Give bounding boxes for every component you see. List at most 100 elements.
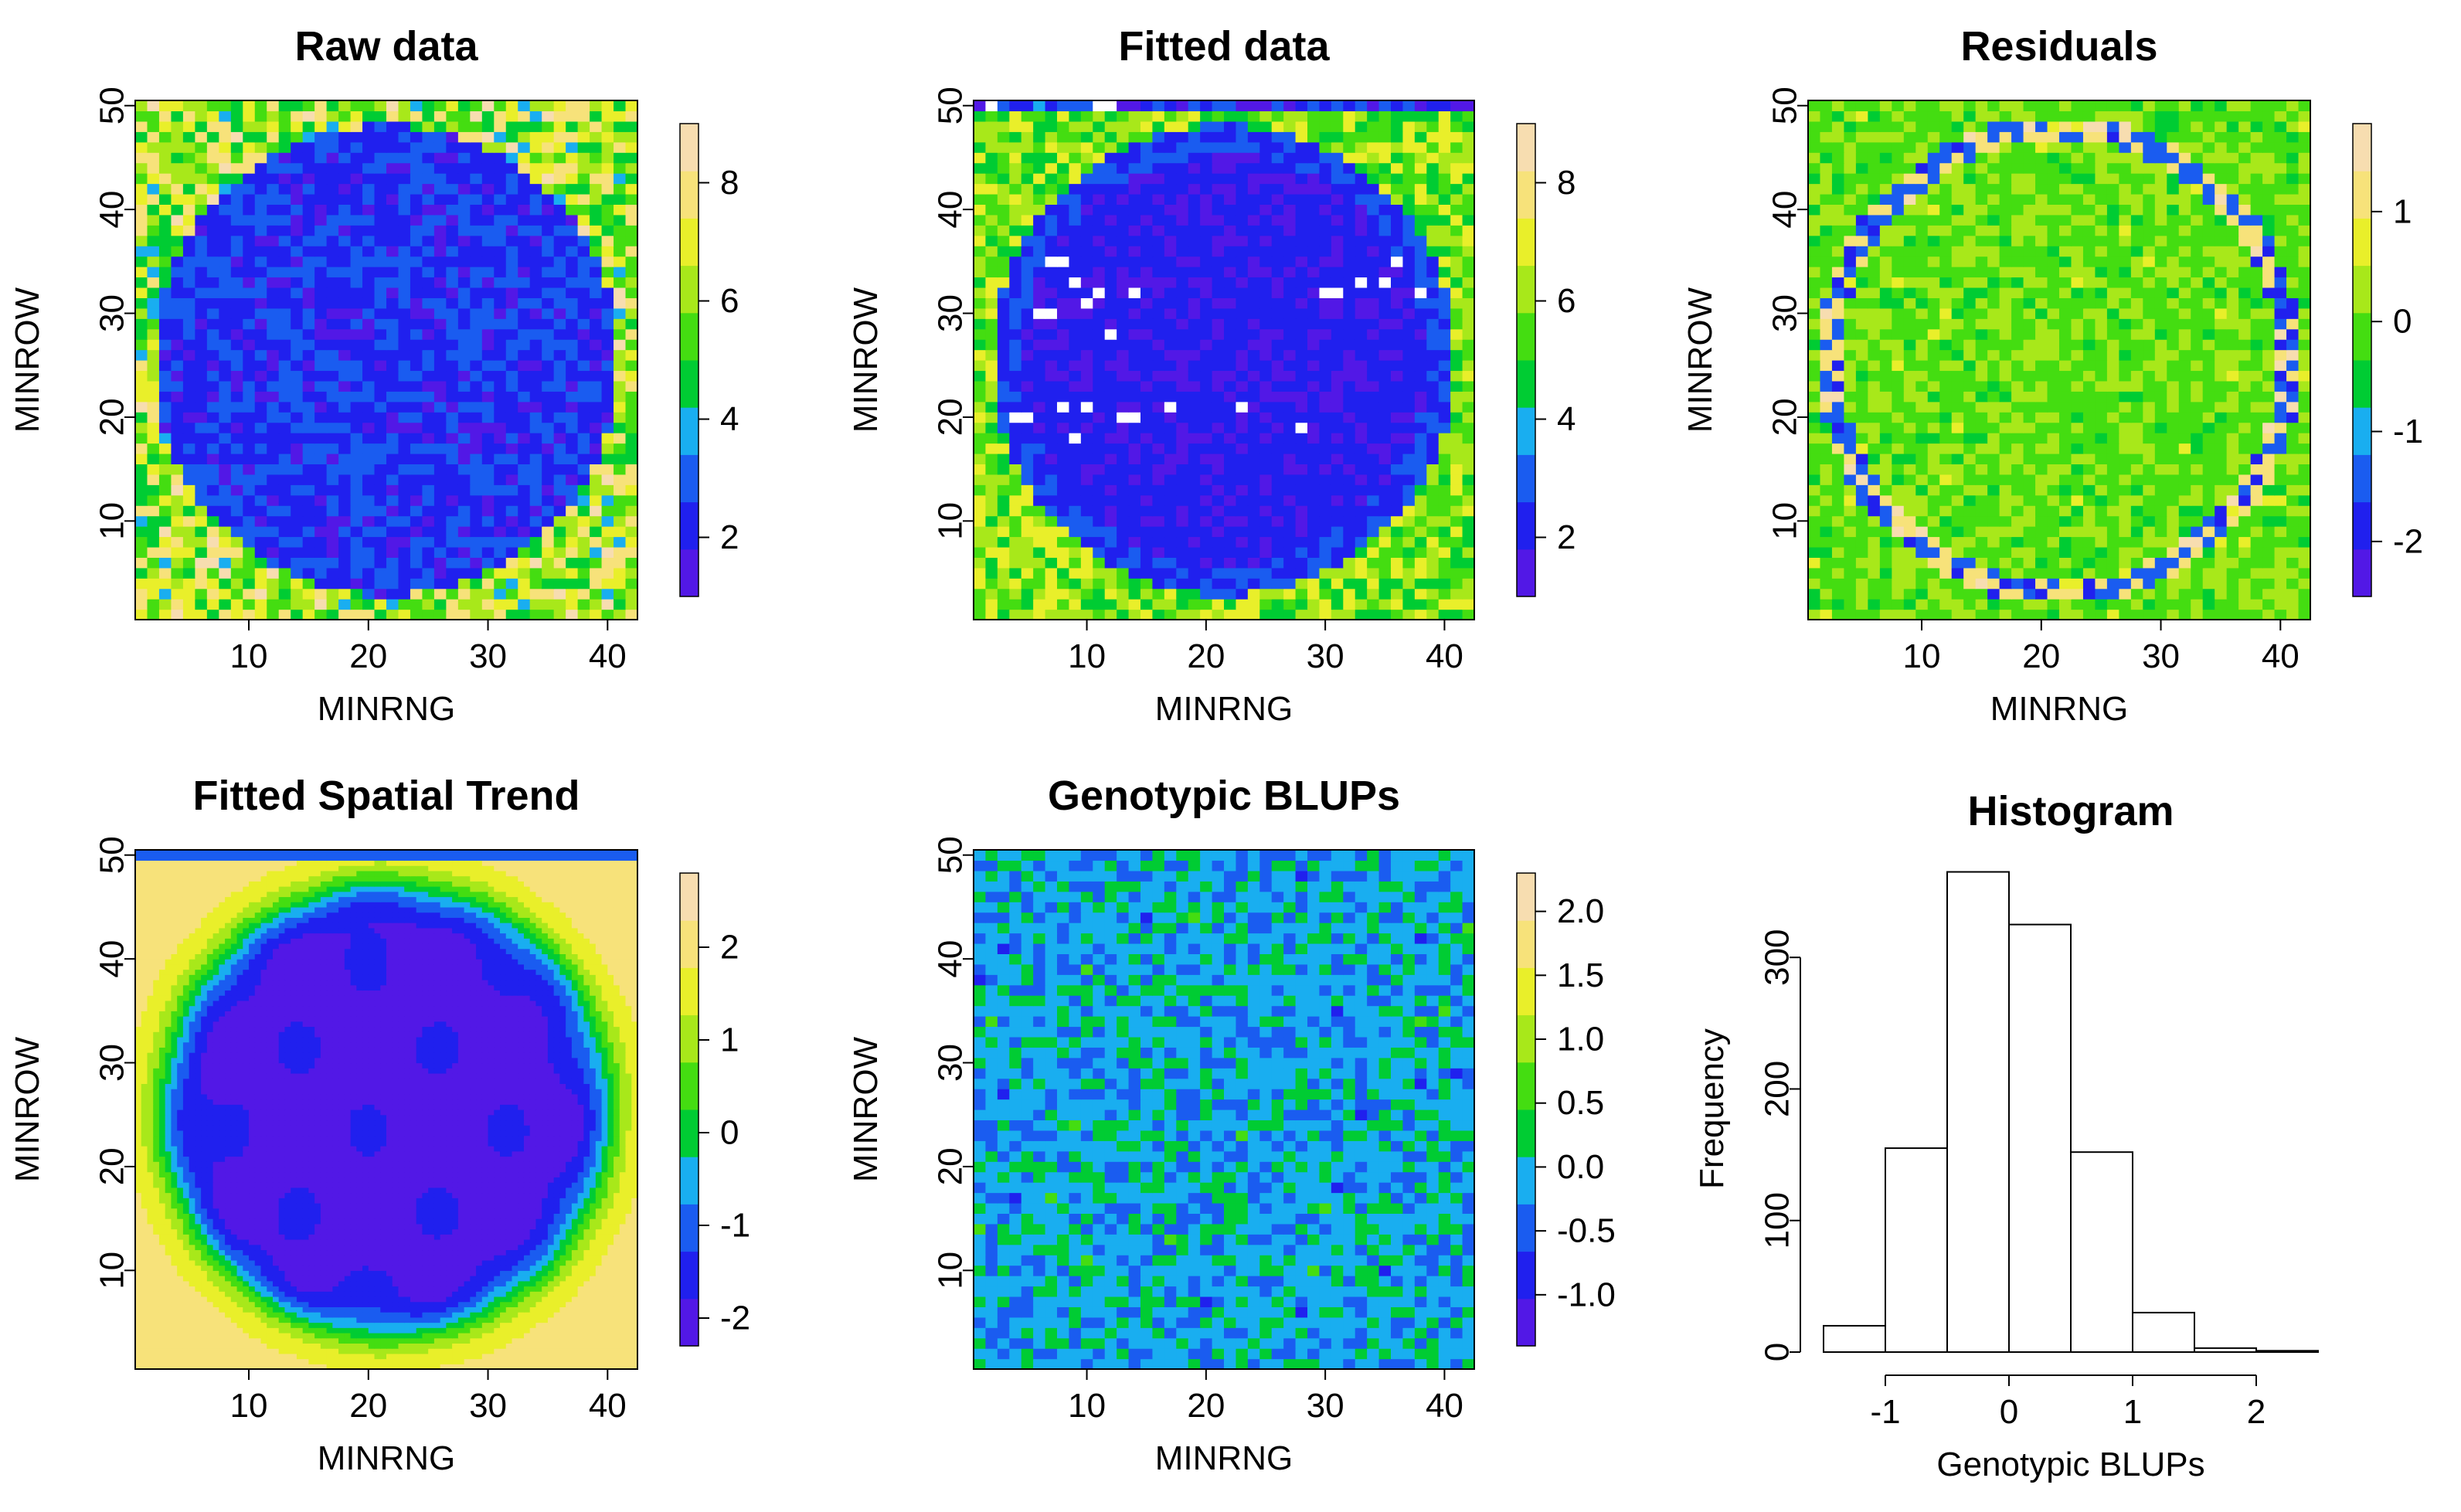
- heatmap-cell: [1462, 131, 1475, 143]
- heatmap-cell: [350, 204, 363, 216]
- heatmap-cell: [1080, 526, 1093, 538]
- heatmap-cell: [1152, 183, 1165, 195]
- heatmap-cell: [326, 370, 339, 382]
- heatmap-cell: [2023, 609, 2036, 620]
- heatmap-cell: [985, 183, 998, 195]
- heatmap-cell: [542, 526, 555, 538]
- heatmap-cell: [278, 267, 291, 278]
- heatmap-cell: [566, 225, 579, 236]
- heatmap-cell: [1140, 546, 1154, 558]
- heatmap-cell: [1104, 546, 1117, 558]
- heatmap-cell: [291, 557, 304, 569]
- heatmap-cell: [614, 307, 627, 319]
- heatmap-cell: [350, 474, 363, 485]
- heatmap-cell: [1367, 474, 1380, 485]
- heatmap-cell: [566, 412, 579, 423]
- heatmap-cell: [1307, 173, 1321, 185]
- heatmap-cell: [2082, 567, 2096, 579]
- heatmap-cell: [410, 515, 423, 527]
- heatmap-cell: [1045, 515, 1058, 527]
- heatmap-cell: [577, 443, 590, 454]
- heatmap-cell: [1963, 464, 1977, 475]
- heatmap-cell: [1391, 225, 1404, 236]
- heatmap-cell: [433, 235, 447, 246]
- heatmap-cell: [457, 214, 471, 226]
- heatmap-cell: [1378, 567, 1392, 579]
- heatmap-cell: [1295, 567, 1308, 579]
- heatmap-cell: [1963, 494, 1977, 506]
- heatmap-cell: [1391, 131, 1404, 143]
- heatmap-cell: [974, 131, 987, 143]
- heatmap-cell: [601, 370, 614, 382]
- heatmap-cell: [1080, 515, 1093, 527]
- heatmap-cell: [1009, 225, 1022, 236]
- heatmap-cell: [182, 110, 195, 122]
- heatmap-cell: [590, 100, 603, 112]
- heatmap-cell: [422, 214, 435, 226]
- heatmap-cell: [1283, 505, 1297, 517]
- heatmap-cell: [2059, 494, 2072, 506]
- heatmap-cell: [2035, 578, 2048, 590]
- heatmap-cell: [386, 328, 399, 340]
- heatmap-cell: [1307, 557, 1321, 569]
- heatmap-cell: [267, 297, 280, 309]
- heatmap-cell: [1021, 307, 1034, 319]
- heatmap-cell: [481, 578, 495, 590]
- heatmap-cell: [1236, 433, 1249, 444]
- heatmap-cell: [1414, 214, 1427, 226]
- heatmap-cell: [518, 505, 531, 517]
- heatmap-cell: [1283, 318, 1297, 330]
- heatmap-cell: [614, 360, 627, 372]
- heatmap-cell: [267, 349, 280, 361]
- heatmap-cell: [195, 100, 208, 112]
- heatmap-cell: [1152, 412, 1165, 423]
- heatmap-cell: [326, 588, 339, 600]
- heatmap-cell: [1212, 267, 1225, 278]
- heatmap-cell: [553, 152, 566, 164]
- heatmap-cell: [1331, 443, 1344, 454]
- heatmap-cell: [398, 349, 411, 361]
- heatmap-cell: [1104, 526, 1117, 538]
- heatmap-cell: [1378, 267, 1392, 278]
- colorbar-segment: [1517, 454, 1535, 503]
- heatmap-cell: [1069, 380, 1082, 392]
- heatmap-cell: [1236, 256, 1249, 267]
- heatmap-cell: [1283, 360, 1297, 372]
- heatmap-cell: [1808, 526, 1821, 538]
- colorbar-segment: [1517, 218, 1535, 267]
- heatmap-cell: [1355, 318, 1368, 330]
- heatmap-cell: [267, 443, 280, 454]
- heatmap-cell: [374, 578, 387, 590]
- heatmap-cell: [985, 443, 998, 454]
- heatmap-cell: [195, 173, 208, 185]
- heatmap-cell: [1295, 277, 1308, 288]
- heatmap-cell: [1009, 256, 1022, 267]
- heatmap-cell: [171, 307, 184, 319]
- heatmap-cell: [2226, 526, 2239, 538]
- heatmap-cell: [386, 609, 399, 620]
- heatmap-cell: [1844, 474, 1857, 485]
- heatmap-cell: [1009, 349, 1022, 361]
- heatmap-cell: [601, 609, 614, 620]
- heatmap-cell: [577, 526, 590, 538]
- heatmap-cell: [171, 183, 184, 195]
- heatmap-cell: [1140, 599, 1154, 610]
- heatmap-cell: [1152, 433, 1165, 444]
- heatmap-cell: [362, 267, 376, 278]
- heatmap-cell: [494, 131, 507, 143]
- heatmap-cell: [1462, 484, 1475, 496]
- heatmap-cell: [171, 505, 184, 517]
- heatmap-cell: [1438, 474, 1451, 485]
- heatmap-cell: [386, 131, 399, 143]
- heatmap-cell: [2274, 588, 2287, 600]
- heatmap-cell: [1140, 193, 1154, 205]
- heatmap-cell: [1104, 110, 1117, 122]
- heatmap-cell: [243, 464, 256, 475]
- heatmap-cell: [135, 391, 148, 403]
- heatmap-cell: [566, 609, 579, 620]
- heatmap-cell: [2215, 494, 2228, 506]
- heatmap-cell: [338, 588, 352, 600]
- heatmap-cell: [1367, 433, 1380, 444]
- heatmap-cell: [1236, 609, 1249, 620]
- heatmap-cell: [1045, 267, 1058, 278]
